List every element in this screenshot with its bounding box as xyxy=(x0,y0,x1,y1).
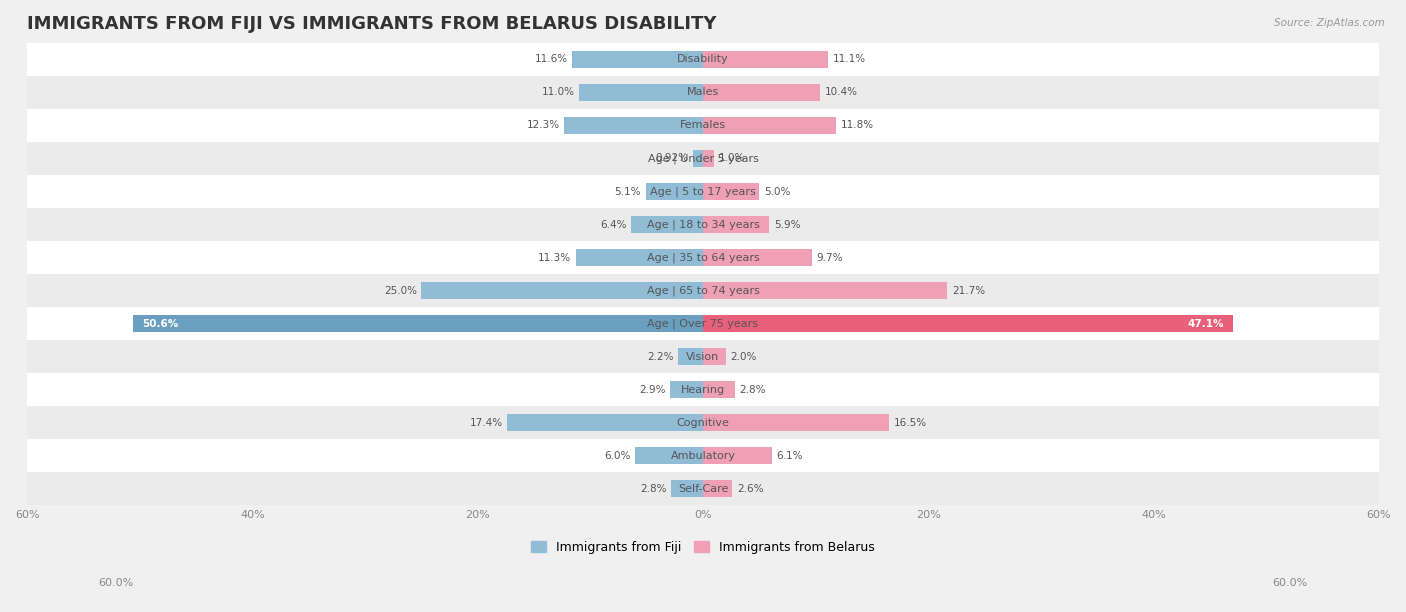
Text: 5.9%: 5.9% xyxy=(773,220,800,230)
Bar xyxy=(703,315,1233,332)
Bar xyxy=(703,447,772,465)
Legend: Immigrants from Fiji, Immigrants from Belarus: Immigrants from Fiji, Immigrants from Be… xyxy=(526,536,880,559)
Bar xyxy=(27,340,1379,373)
Bar xyxy=(703,84,820,101)
Text: 2.9%: 2.9% xyxy=(640,385,666,395)
Bar xyxy=(27,373,1379,406)
Bar xyxy=(27,175,1379,208)
Bar xyxy=(645,183,703,200)
Bar xyxy=(631,216,703,233)
Text: 50.6%: 50.6% xyxy=(142,319,179,329)
Bar xyxy=(575,249,703,266)
Text: 6.4%: 6.4% xyxy=(600,220,627,230)
Bar xyxy=(27,307,1379,340)
Text: Age | Under 5 years: Age | Under 5 years xyxy=(648,153,758,164)
Text: Vision: Vision xyxy=(686,352,720,362)
Bar xyxy=(27,439,1379,472)
Text: 10.4%: 10.4% xyxy=(825,88,858,97)
Bar xyxy=(579,84,703,101)
Bar xyxy=(703,51,828,68)
Bar xyxy=(134,315,703,332)
Bar xyxy=(27,406,1379,439)
Text: 17.4%: 17.4% xyxy=(470,418,502,428)
Text: 2.8%: 2.8% xyxy=(641,483,666,494)
Bar xyxy=(703,480,733,498)
Bar xyxy=(703,183,759,200)
Text: 2.6%: 2.6% xyxy=(737,483,763,494)
Text: 6.1%: 6.1% xyxy=(776,450,803,461)
Text: Self-Care: Self-Care xyxy=(678,483,728,494)
Bar xyxy=(27,241,1379,274)
Bar xyxy=(671,381,703,398)
Text: Age | 65 to 74 years: Age | 65 to 74 years xyxy=(647,285,759,296)
Bar xyxy=(678,348,703,365)
Text: 11.6%: 11.6% xyxy=(534,54,568,64)
Text: Age | Over 75 years: Age | Over 75 years xyxy=(648,318,758,329)
Bar xyxy=(693,150,703,167)
Text: 2.8%: 2.8% xyxy=(740,385,765,395)
Text: Ambulatory: Ambulatory xyxy=(671,450,735,461)
Text: 21.7%: 21.7% xyxy=(952,286,986,296)
Text: Cognitive: Cognitive xyxy=(676,418,730,428)
Text: 5.0%: 5.0% xyxy=(763,187,790,196)
Text: 5.1%: 5.1% xyxy=(614,187,641,196)
Text: 2.2%: 2.2% xyxy=(647,352,673,362)
Bar xyxy=(572,51,703,68)
Text: 9.7%: 9.7% xyxy=(817,253,844,263)
Text: Age | 18 to 34 years: Age | 18 to 34 years xyxy=(647,219,759,230)
Bar xyxy=(564,117,703,134)
Text: 60.0%: 60.0% xyxy=(98,578,134,588)
Text: Males: Males xyxy=(688,88,718,97)
Bar xyxy=(27,109,1379,142)
Text: 11.0%: 11.0% xyxy=(541,88,575,97)
Bar xyxy=(703,381,734,398)
Bar xyxy=(703,216,769,233)
Text: 12.3%: 12.3% xyxy=(527,121,560,130)
Bar xyxy=(703,282,948,299)
Bar xyxy=(27,274,1379,307)
Bar xyxy=(27,76,1379,109)
Bar xyxy=(636,447,703,465)
Bar xyxy=(422,282,703,299)
Text: 47.1%: 47.1% xyxy=(1188,319,1225,329)
Text: 25.0%: 25.0% xyxy=(384,286,418,296)
Bar xyxy=(508,414,703,431)
Text: 60.0%: 60.0% xyxy=(1272,578,1308,588)
Text: Disability: Disability xyxy=(678,54,728,64)
Bar xyxy=(27,43,1379,76)
Bar xyxy=(703,249,813,266)
Bar xyxy=(672,480,703,498)
Text: 11.1%: 11.1% xyxy=(832,54,866,64)
Bar xyxy=(27,472,1379,506)
Text: 2.0%: 2.0% xyxy=(730,352,756,362)
Text: Source: ZipAtlas.com: Source: ZipAtlas.com xyxy=(1274,18,1385,28)
Text: 6.0%: 6.0% xyxy=(605,450,631,461)
Text: Age | 35 to 64 years: Age | 35 to 64 years xyxy=(647,252,759,263)
Text: Hearing: Hearing xyxy=(681,385,725,395)
Text: IMMIGRANTS FROM FIJI VS IMMIGRANTS FROM BELARUS DISABILITY: IMMIGRANTS FROM FIJI VS IMMIGRANTS FROM … xyxy=(27,15,717,33)
Bar xyxy=(27,142,1379,175)
Bar xyxy=(703,150,714,167)
Bar xyxy=(703,414,889,431)
Text: 1.0%: 1.0% xyxy=(718,154,745,163)
Text: Females: Females xyxy=(681,121,725,130)
Text: 0.92%: 0.92% xyxy=(655,154,688,163)
Bar xyxy=(703,348,725,365)
Text: 16.5%: 16.5% xyxy=(893,418,927,428)
Text: 11.3%: 11.3% xyxy=(538,253,571,263)
Text: Age | 5 to 17 years: Age | 5 to 17 years xyxy=(650,186,756,197)
Bar xyxy=(27,208,1379,241)
Text: 11.8%: 11.8% xyxy=(841,121,873,130)
Bar xyxy=(703,117,837,134)
